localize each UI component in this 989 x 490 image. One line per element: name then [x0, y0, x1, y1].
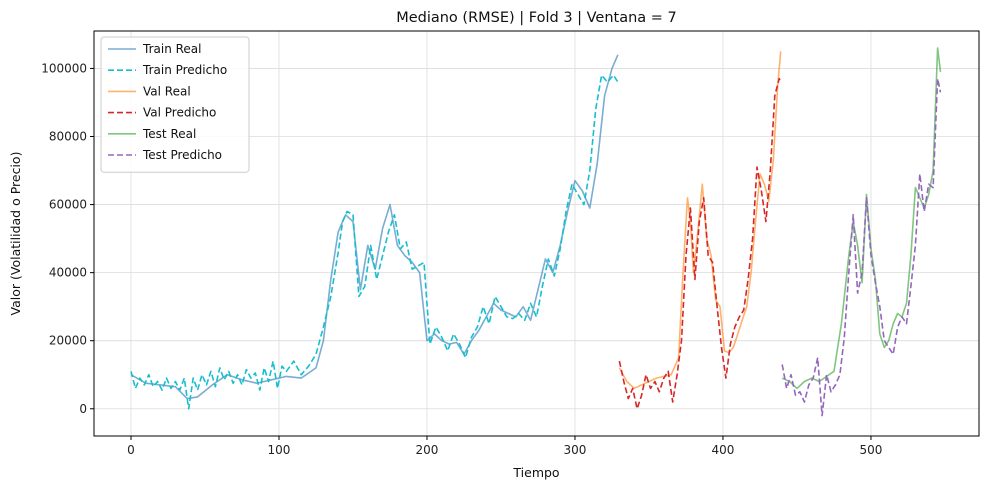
legend-label: Val Predicho	[143, 106, 216, 120]
y-tick-label: 20000	[49, 334, 87, 348]
y-tick-label: 40000	[49, 266, 87, 280]
y-tick-label: 100000	[41, 61, 87, 75]
x-tick-label: 100	[268, 443, 291, 457]
series-line-train-real	[130, 54, 619, 400]
x-axis: 0 100 200 300 400 500	[127, 436, 882, 457]
x-axis-label: Tiempo	[512, 465, 559, 480]
y-axis-label: Valor (Volatilidad o Precio)	[8, 152, 23, 316]
x-tick-label: 0	[127, 443, 135, 457]
grid	[94, 31, 979, 436]
x-tick-label: 300	[564, 443, 587, 457]
legend-label: Test Predicho	[142, 148, 222, 162]
series-line-train-predicho	[130, 74, 619, 410]
plot-frame	[93, 30, 980, 437]
y-tick-label: 60000	[49, 198, 87, 212]
chart-title: Mediano (RMSE) | Fold 3 | Ventana = 7	[396, 10, 677, 26]
legend: Train Real Train Predicho Val Real Val Pred…	[100, 36, 250, 173]
series-line-val-real	[618, 51, 782, 390]
series-group	[130, 47, 942, 417]
series-line-val-predicho	[618, 77, 782, 410]
series-line-test-predicho	[781, 77, 942, 417]
legend-label: Train Predicho	[142, 63, 227, 77]
legend-label: Test Real	[142, 127, 196, 141]
y-tick-label: 80000	[49, 130, 87, 144]
legend-label: Val Real	[143, 84, 191, 98]
x-tick-label: 400	[712, 443, 735, 457]
y-tick-label: 0	[79, 402, 87, 416]
y-axis: 0 20000 40000 60000 80000 100000	[41, 61, 94, 416]
legend-label: Train Real	[142, 42, 201, 56]
x-tick-label: 200	[416, 443, 439, 457]
legend-box	[100, 36, 250, 173]
x-tick-label: 500	[860, 443, 883, 457]
